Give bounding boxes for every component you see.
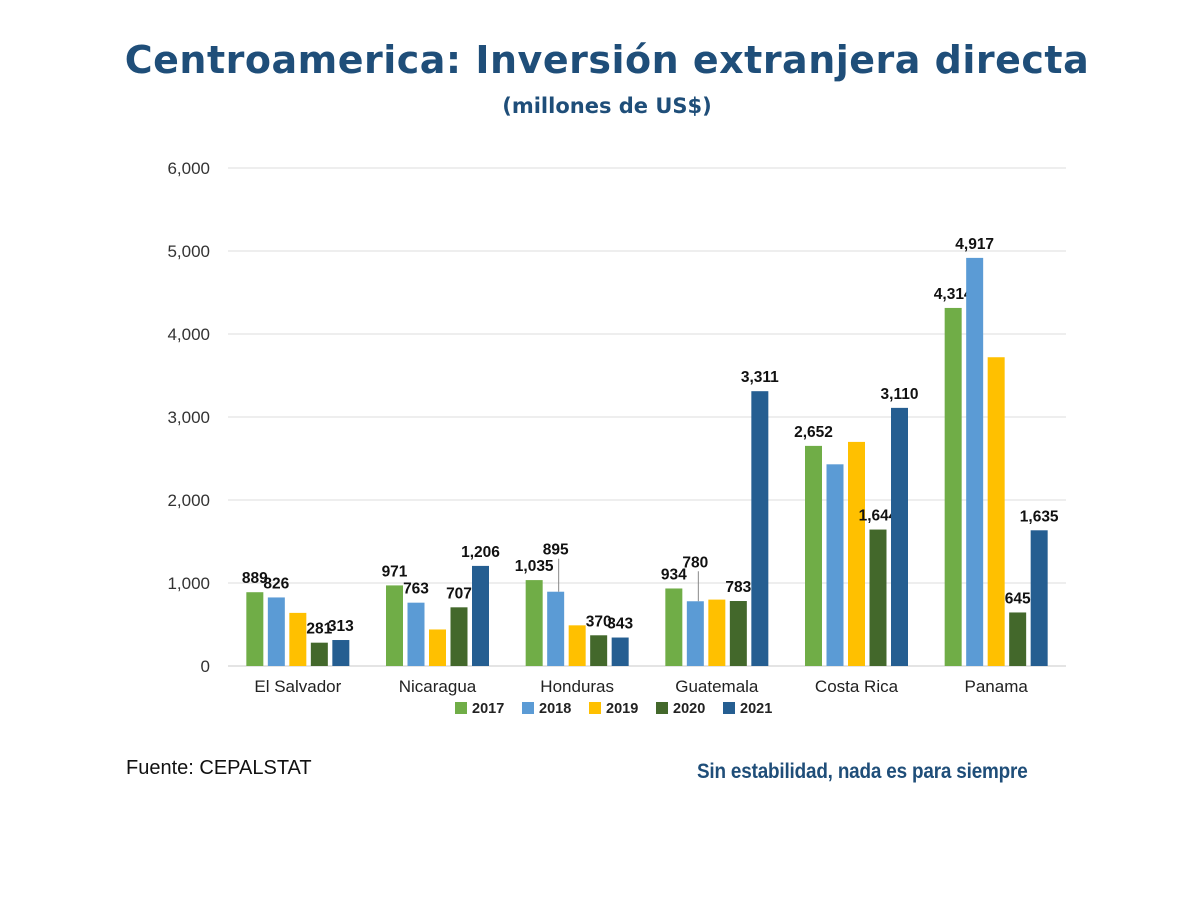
data-label: 2,652 <box>794 424 833 441</box>
data-label: 934 <box>661 566 687 583</box>
y-tick-label: 6,000 <box>167 159 210 178</box>
bar-panama-2021 <box>1030 530 1048 666</box>
data-label: 4,314 <box>934 286 973 303</box>
data-label: 895 <box>543 542 569 559</box>
legend-label: 2018 <box>539 701 571 717</box>
bar-costa-rica-2017 <box>805 445 822 666</box>
tagline: Sin estabilidad, nada es para siempre <box>697 760 1028 783</box>
bar-costa-rica-2021 <box>891 407 908 666</box>
bar-el-salvador-2021 <box>332 640 350 666</box>
data-label: 281 <box>306 621 332 638</box>
bar-nicaragua-2019 <box>429 629 446 666</box>
y-tick-label: 4,000 <box>167 325 210 344</box>
legend-swatch <box>589 702 601 714</box>
y-tick-label: 0 <box>201 657 210 676</box>
data-label: 1,635 <box>1020 508 1059 525</box>
data-label: 343 <box>607 616 633 633</box>
data-label: 1,644 <box>859 508 898 525</box>
y-tick-label: 2,000 <box>167 491 210 510</box>
bar-honduras-2020 <box>590 635 608 666</box>
x-tick-label: Panama <box>965 677 1029 696</box>
data-label: 889 <box>242 570 268 587</box>
bar-el-salvador-2020 <box>310 642 328 666</box>
data-label: 4,917 <box>955 236 994 253</box>
bar-guatemala-2021 <box>751 391 769 666</box>
data-label: 1,035 <box>515 558 554 575</box>
chart-subtitle: (millones de US$) <box>502 94 712 118</box>
legend-swatch <box>455 702 467 714</box>
bar-panama-2018 <box>966 257 984 666</box>
bar-nicaragua-2020 <box>450 607 468 666</box>
x-tick-label: El Salvador <box>254 677 341 696</box>
bar-guatemala-2017 <box>665 588 683 666</box>
legend-label: 2021 <box>740 701 772 717</box>
data-label: 707 <box>446 585 472 602</box>
data-label: 313 <box>328 618 354 635</box>
bar-el-salvador-2019 <box>289 612 307 666</box>
bar-el-salvador-2017 <box>246 592 264 666</box>
data-label: 3,110 <box>881 386 919 403</box>
data-label: 1,206 <box>461 544 500 561</box>
bar-el-salvador-2018 <box>267 597 285 666</box>
bar-honduras-2021 <box>611 637 629 666</box>
x-tick-label: Nicaragua <box>399 677 477 696</box>
bar-costa-rica-2018 <box>826 464 844 666</box>
legend-swatch <box>522 702 534 714</box>
chart-title: Centroamerica: Inversión extranjera dire… <box>124 38 1090 82</box>
legend-swatch <box>723 702 735 714</box>
bar-honduras-2018 <box>547 591 565 666</box>
data-label: 971 <box>382 563 408 580</box>
data-label: 370 <box>586 613 612 630</box>
data-label: 783 <box>725 579 751 596</box>
y-tick-label: 5,000 <box>167 242 210 261</box>
data-label: 3,311 <box>741 369 779 386</box>
bar-panama-2019 <box>987 357 1005 666</box>
bar-nicaragua-2018 <box>407 602 425 666</box>
data-label: 780 <box>682 554 708 571</box>
bar-honduras-2019 <box>568 625 586 666</box>
y-tick-label: 1,000 <box>167 574 210 593</box>
bar-costa-rica-2019 <box>848 441 865 666</box>
legend-label: 2017 <box>472 701 504 717</box>
y-tick-label: 3,000 <box>167 408 210 427</box>
legend-label: 2020 <box>673 701 705 717</box>
bar-costa-rica-2020 <box>869 529 887 666</box>
data-label: 645 <box>1005 590 1031 607</box>
legend-swatch <box>656 702 668 714</box>
bar-guatemala-2018 <box>686 601 704 666</box>
bar-panama-2017 <box>944 307 962 666</box>
bar-panama-2020 <box>1009 612 1027 666</box>
x-tick-label: Costa Rica <box>815 677 899 696</box>
data-label: 763 <box>403 581 429 598</box>
data-label: 826 <box>263 575 289 592</box>
bar-honduras-2017 <box>525 580 543 666</box>
x-tick-label: Guatemala <box>675 677 759 696</box>
legend-label: 2019 <box>606 701 638 717</box>
bar-nicaragua-2021 <box>472 565 489 666</box>
source-note: Fuente: CEPALSTAT <box>126 757 312 779</box>
bar-guatemala-2019 <box>708 599 726 666</box>
bar-guatemala-2020 <box>729 601 747 666</box>
x-tick-label: Honduras <box>540 677 614 696</box>
bar-nicaragua-2017 <box>386 585 403 666</box>
